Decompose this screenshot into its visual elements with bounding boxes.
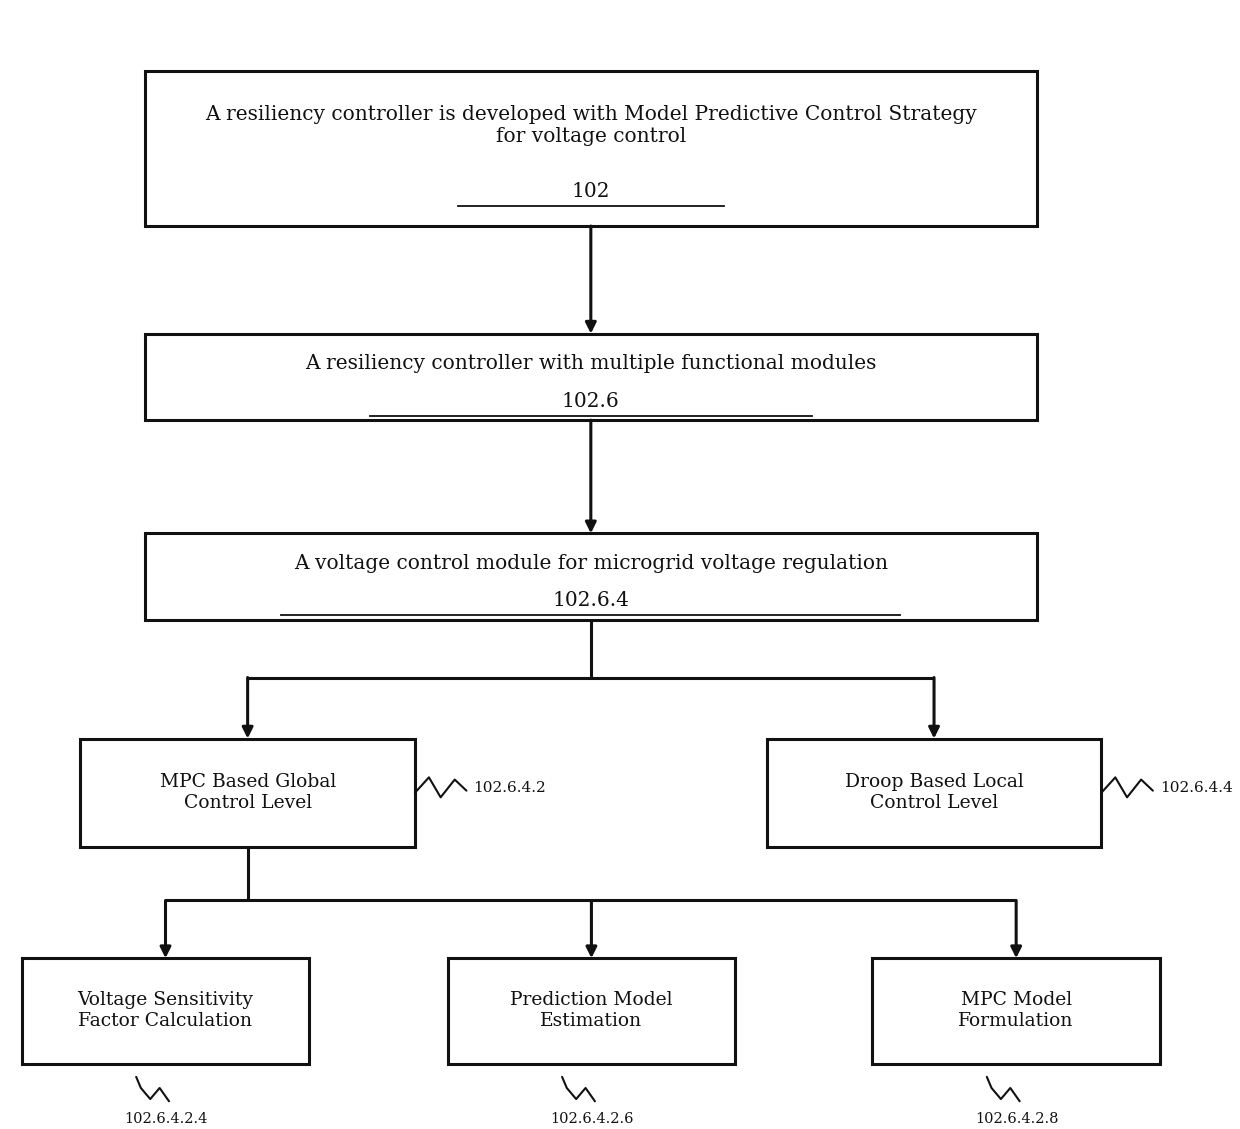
Bar [448, 959, 735, 1064]
Bar [873, 959, 1159, 1064]
Text: 102.6.4.2.6: 102.6.4.2.6 [551, 1112, 634, 1126]
Text: Voltage Sensitivity
Factor Calculation: Voltage Sensitivity Factor Calculation [77, 991, 253, 1031]
Text: 102: 102 [572, 183, 610, 201]
Text: 102.6.4.2.8: 102.6.4.2.8 [975, 1112, 1059, 1126]
Text: A resiliency controller with multiple functional modules: A resiliency controller with multiple fu… [305, 355, 877, 374]
Text: 102.6.4: 102.6.4 [552, 592, 629, 611]
Text: Prediction Model
Estimation: Prediction Model Estimation [510, 991, 672, 1031]
Bar [145, 533, 1037, 620]
Text: MPC Based Global
Control Level: MPC Based Global Control Level [160, 773, 336, 812]
Bar [145, 71, 1037, 226]
Bar [145, 334, 1037, 420]
Bar [766, 738, 1101, 847]
Bar [22, 959, 309, 1064]
Text: 102.6: 102.6 [562, 392, 620, 411]
Text: 102.6.4.2.4: 102.6.4.2.4 [124, 1112, 208, 1126]
Text: Droop Based Local
Control Level: Droop Based Local Control Level [844, 773, 1023, 812]
Text: A voltage control module for microgrid voltage regulation: A voltage control module for microgrid v… [294, 554, 888, 574]
Text: MPC Model
Formulation: MPC Model Formulation [959, 991, 1074, 1031]
Text: 102.6.4.4: 102.6.4.4 [1159, 781, 1233, 796]
Bar [81, 738, 415, 847]
Text: 102.6.4.2: 102.6.4.2 [474, 781, 547, 796]
Text: A resiliency controller is developed with Model Predictive Control Strategy
for : A resiliency controller is developed wit… [205, 105, 977, 146]
